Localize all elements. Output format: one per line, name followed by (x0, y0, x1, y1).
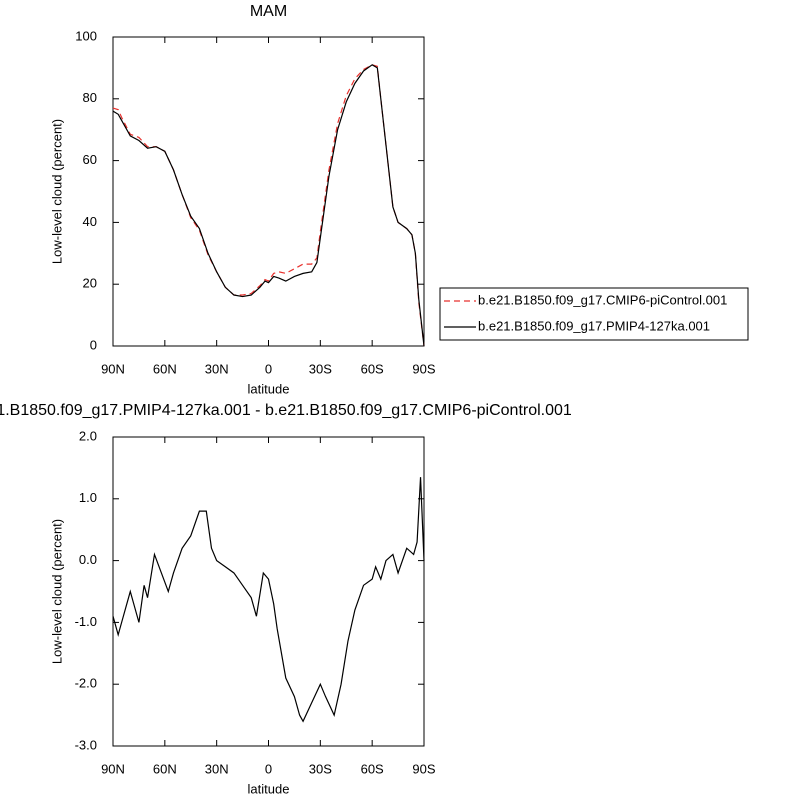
y-axis-label: Low-level cloud (percent) (49, 519, 64, 664)
y-tick-label: 80 (83, 90, 97, 105)
plot-frame (112, 436, 425, 747)
x-axis-label: latitude (248, 381, 290, 396)
y-tick-label: 100 (75, 28, 97, 43)
x-tick-label: 0 (265, 761, 272, 776)
legend-box (439, 287, 749, 341)
x-tick-label: 30N (205, 761, 229, 776)
y-tick-label: 60 (83, 152, 97, 167)
y-tick-label: 2.0 (79, 428, 97, 443)
y-tick-label: -3.0 (75, 737, 97, 752)
y-tick-label: -2.0 (75, 676, 97, 691)
y-tick-label: 20 (83, 276, 97, 291)
legend-label: b.e21.B1850.f09_g17.CMIP6-piControl.001 (478, 292, 727, 307)
y-tick-label: 1.0 (79, 490, 97, 505)
data-line (112, 64, 425, 347)
x-tick-label: 60N (153, 761, 177, 776)
data-line (112, 477, 425, 723)
y-tick-label: -1.0 (75, 614, 97, 629)
x-tick-label: 60S (361, 361, 384, 376)
legend-label: b.e21.B1850.f09_g17.PMIP4-127ka.001 (478, 318, 710, 333)
x-tick-label: 90S (412, 361, 435, 376)
x-axis-label: latitude (248, 781, 290, 796)
x-tick-label: 0 (265, 361, 272, 376)
y-tick-label: 40 (83, 214, 97, 229)
chart-title: MAM (250, 3, 287, 20)
y-tick-label: 0 (90, 337, 97, 352)
x-tick-label: 30S (309, 761, 332, 776)
x-tick-label: 90S (412, 761, 435, 776)
x-tick-label: 30S (309, 361, 332, 376)
x-tick-label: 90N (101, 361, 125, 376)
x-tick-label: 90N (101, 761, 125, 776)
y-axis-label: Low-level cloud (percent) (49, 119, 64, 264)
x-tick-label: 30N (205, 361, 229, 376)
x-tick-label: 60N (153, 361, 177, 376)
x-tick-label: 60S (361, 761, 384, 776)
data-line (112, 64, 425, 347)
chart-title: b.e21.B1850.f09_g17.PMIP4-127ka.001 - b.… (0, 402, 572, 419)
y-tick-label: 0.0 (79, 552, 97, 567)
plot-frame (112, 36, 425, 347)
